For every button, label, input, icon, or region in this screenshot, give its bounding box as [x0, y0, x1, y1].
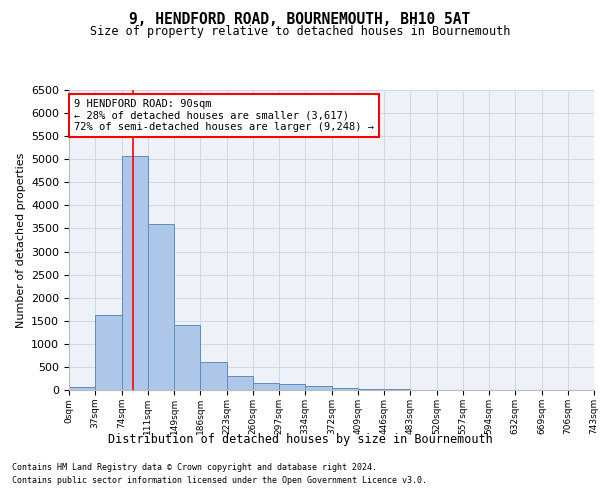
Bar [358, 389, 384, 390]
Text: Contains public sector information licensed under the Open Government Licence v3: Contains public sector information licen… [12, 476, 427, 485]
Y-axis label: Number of detached properties: Number of detached properties [16, 152, 26, 328]
Bar [95, 315, 121, 390]
Bar [227, 376, 253, 390]
Bar [69, 386, 95, 390]
Bar [331, 388, 358, 390]
Bar [305, 386, 331, 390]
Text: Distribution of detached houses by size in Bournemouth: Distribution of detached houses by size … [107, 432, 493, 446]
Text: 9, HENDFORD ROAD, BOURNEMOUTH, BH10 5AT: 9, HENDFORD ROAD, BOURNEMOUTH, BH10 5AT [130, 12, 470, 28]
Bar [174, 326, 200, 390]
Bar [253, 382, 279, 390]
Bar [200, 362, 227, 390]
Text: Contains HM Land Registry data © Crown copyright and database right 2024.: Contains HM Land Registry data © Crown c… [12, 462, 377, 471]
Bar [121, 156, 148, 390]
Bar [148, 224, 174, 390]
Bar [279, 384, 305, 390]
Text: 9 HENDFORD ROAD: 90sqm
← 28% of detached houses are smaller (3,617)
72% of semi-: 9 HENDFORD ROAD: 90sqm ← 28% of detached… [74, 99, 374, 132]
Text: Size of property relative to detached houses in Bournemouth: Size of property relative to detached ho… [90, 25, 510, 38]
